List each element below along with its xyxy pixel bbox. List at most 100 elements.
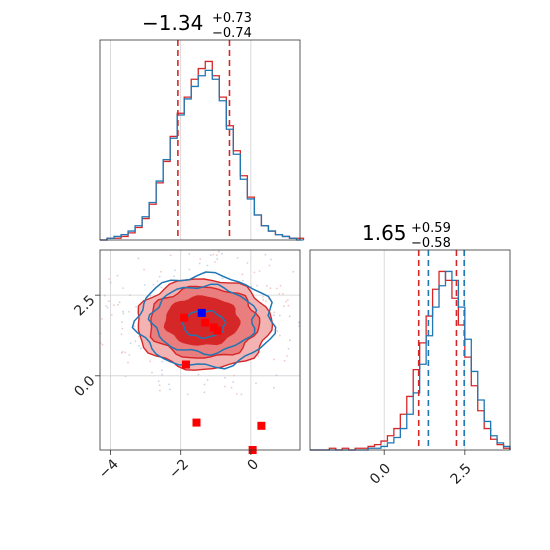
marginal-x0-panel: −1.34 +0.73 −0.74 — [99, 11, 305, 241]
truth-marker — [197, 308, 206, 317]
sample-dot — [273, 386, 275, 389]
sample-dot — [268, 264, 271, 267]
sample-dot — [224, 385, 226, 388]
sample-dot — [103, 294, 106, 297]
sample-dot — [286, 299, 289, 301]
histogram-series-1 — [100, 69, 304, 241]
sample-dot — [128, 310, 130, 313]
sample-dot — [110, 313, 113, 316]
sample-dot — [292, 270, 295, 273]
sample-dot — [108, 278, 110, 280]
sample-dot — [143, 268, 145, 271]
sample-dot — [236, 257, 239, 259]
sample-dot — [135, 305, 137, 308]
marginal-x0-title: −1.34 — [142, 11, 203, 35]
sample-dot — [255, 382, 257, 385]
sample-dot — [122, 312, 125, 315]
sample-dot — [233, 374, 235, 377]
sample-dot — [265, 300, 267, 302]
point-marker — [257, 421, 266, 430]
sample-dot — [212, 253, 215, 256]
marginal-x1-title: 1.65 — [362, 221, 407, 245]
sample-dot — [134, 340, 137, 343]
sample-dot — [116, 274, 119, 277]
sample-dot — [133, 325, 136, 328]
sample-dot — [158, 275, 161, 278]
sample-dot — [151, 371, 153, 374]
sample-dot — [160, 369, 163, 372]
sample-dot — [127, 361, 129, 364]
point-marker — [201, 318, 210, 327]
joint-frame — [99, 249, 301, 451]
sample-dot — [232, 381, 235, 383]
marginal-x1-panel: 1.65 +0.59 −0.58 0.0 2.5 — [309, 221, 511, 488]
point-marker — [181, 360, 190, 369]
sample-dot — [128, 354, 131, 356]
x-tick-label: 2.5 — [448, 461, 475, 488]
sample-dot — [241, 273, 244, 276]
sample-dot — [173, 275, 175, 278]
sample-dot — [143, 284, 146, 286]
x-tick-label: −4 — [96, 456, 122, 482]
sample-dot — [199, 258, 202, 260]
sample-dot — [122, 287, 125, 290]
joint-panel: −4 −2 0 0.0 2.5 — [71, 249, 301, 482]
sample-dot — [120, 333, 123, 336]
marginal-x0-median: −1.34 — [142, 11, 203, 35]
histogram-series-0 — [100, 60, 305, 241]
sample-dot — [289, 339, 291, 342]
marginal-x1-frame — [309, 249, 511, 451]
sample-dot — [157, 380, 160, 383]
sample-dot — [269, 258, 272, 261]
sample-dot — [120, 352, 123, 354]
sample-dot — [298, 321, 300, 324]
sample-dot — [215, 254, 218, 256]
sample-dot — [285, 300, 287, 303]
sample-dot — [206, 264, 209, 267]
sample-dot — [273, 314, 275, 317]
sample-dot — [257, 354, 260, 357]
sample-dot — [283, 305, 285, 308]
sample-dot — [108, 300, 110, 303]
sample-dot — [287, 304, 290, 307]
sample-dot — [129, 294, 131, 297]
sample-dot — [105, 305, 108, 307]
contour-line-middle — [147, 283, 258, 356]
sample-dot — [235, 393, 238, 395]
sample-dot — [203, 383, 206, 386]
sample-dot — [161, 360, 164, 363]
sample-dot — [138, 335, 140, 338]
sample-dot — [140, 347, 142, 350]
y-tick-label: 2.5 — [71, 292, 98, 319]
sample-dot — [258, 270, 261, 272]
marginal-x0-plus: +0.73 — [212, 11, 252, 26]
sample-dot — [283, 359, 286, 362]
y-tick-label: 0.0 — [71, 373, 98, 400]
sample-dot — [117, 303, 119, 306]
sample-dot — [121, 327, 124, 330]
sample-dot — [262, 295, 264, 298]
sample-dot — [278, 334, 281, 337]
sample-dot — [262, 298, 265, 301]
histogram-series-1 — [310, 270, 511, 451]
sample-dot — [269, 287, 272, 290]
sample-dot — [217, 250, 220, 253]
sample-dot — [169, 254, 172, 257]
sample-dot — [149, 295, 152, 297]
sample-dot — [203, 391, 206, 394]
sample-dot — [230, 386, 233, 389]
sample-dot — [188, 253, 191, 255]
x-tick-label: 0 — [245, 456, 263, 474]
sample-dot — [169, 388, 171, 391]
sample-dot — [273, 358, 275, 361]
marginal-x0-minus: −0.74 — [212, 26, 252, 41]
point-marker — [180, 313, 189, 322]
point-marker — [192, 418, 201, 427]
sample-dot — [276, 330, 279, 332]
sample-dot — [137, 257, 140, 260]
sample-dot — [197, 373, 200, 376]
sample-dot — [159, 389, 161, 392]
point-marker — [213, 326, 222, 335]
sample-dot — [275, 374, 278, 377]
